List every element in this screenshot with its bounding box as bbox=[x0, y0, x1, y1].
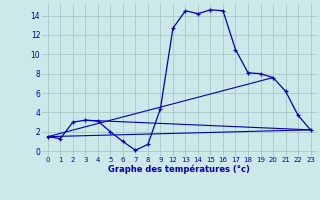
X-axis label: Graphe des températures (°c): Graphe des températures (°c) bbox=[108, 165, 250, 174]
